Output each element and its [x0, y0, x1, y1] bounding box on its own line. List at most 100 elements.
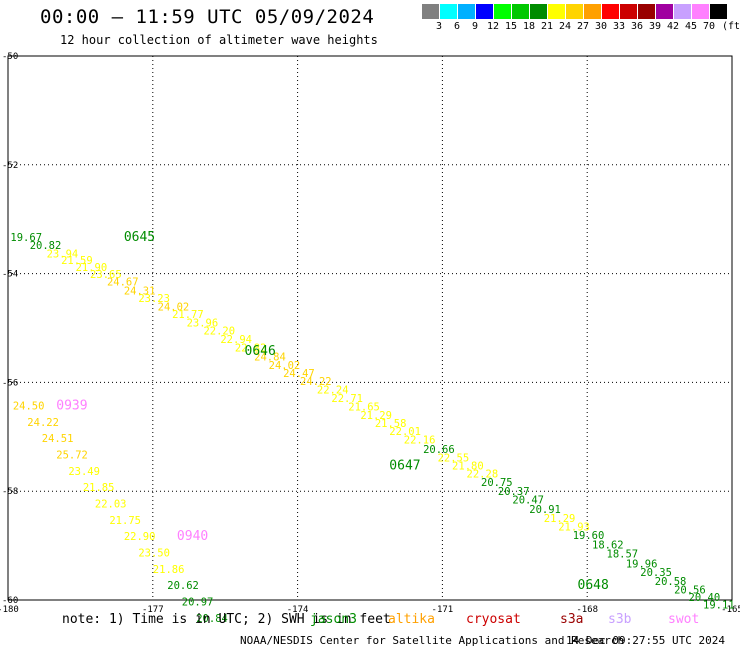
wave-height-value: 22.90: [124, 531, 156, 543]
legend-label: 27: [576, 21, 590, 32]
page-title: 00:00 – 11:59 UTC 05/09/2024: [40, 6, 375, 28]
latitude-tick-label: -54: [2, 270, 18, 280]
legend-label: 18: [522, 21, 536, 32]
legend-swatch: [566, 4, 583, 19]
wave-height-value: 21.93: [558, 521, 590, 533]
satellite-label: s3b: [608, 612, 632, 627]
wave-height-value: 21.80: [452, 460, 484, 472]
wave-height-value: 20.35: [640, 567, 672, 579]
wave-height-value: 21.29: [360, 410, 392, 422]
wave-height-value: 22.94: [220, 334, 252, 346]
pass-time-label: 0939: [56, 399, 87, 414]
legend-label: 39: [648, 21, 662, 32]
legend-swatch: [458, 4, 475, 19]
map-frame: [7, 55, 733, 601]
legend-label: 45: [684, 21, 698, 32]
generated-timestamp: 14 Dec 09:27:55 UTC 2024: [566, 634, 725, 647]
wave-height-value: 24.51: [42, 433, 74, 445]
legend-swatch: [548, 4, 565, 19]
latitude-tick-label: -50: [2, 52, 18, 62]
longitude-tick-label: -180: [0, 605, 19, 615]
wave-height-value: 22.24: [317, 384, 349, 396]
wave-height-value: 21.59: [61, 255, 93, 267]
legend-label: 21: [540, 21, 554, 32]
pass-time-label: 0647: [389, 458, 420, 473]
wave-height-value: 20.91: [529, 504, 561, 516]
wave-height-value: 18.62: [592, 539, 624, 551]
legend-swatch: [638, 4, 655, 19]
legend-swatch: [440, 4, 457, 19]
wave-height-value: 24.47: [283, 368, 315, 380]
legend-swatch: [710, 4, 727, 19]
legend-label: 12: [486, 21, 500, 32]
legend-swatch: [602, 4, 619, 19]
satellite-label: altika: [388, 612, 435, 627]
wave-height-value: 20.75: [481, 477, 513, 489]
wave-height-value: 24.02: [269, 360, 301, 372]
legend-label: 9: [471, 21, 479, 32]
wave-height-value: 20.58: [655, 576, 687, 588]
wave-height-value: 19.67: [10, 232, 42, 244]
wave-height-value: 20.37: [498, 486, 530, 498]
legend-label: 24: [558, 21, 572, 32]
satellite-label: swot: [668, 612, 700, 627]
longitude-tick-label: -168: [576, 605, 598, 615]
latitude-tick-label: -52: [2, 161, 18, 171]
satellite-label: jason3: [310, 612, 357, 627]
wave-height-value: 20.40: [689, 592, 721, 604]
wave-height-value: 21.65: [348, 402, 380, 414]
legend-swatch: [656, 4, 673, 19]
wave-height-value: 23.94: [47, 248, 79, 260]
wave-height-value: 20.97: [182, 596, 214, 608]
wave-height-value: 22.20: [203, 326, 235, 338]
wave-height-value: 24.67: [107, 277, 139, 289]
wave-height-value: 20.56: [674, 584, 706, 596]
legend-swatch: [692, 4, 709, 19]
pass-time-label: 0645: [124, 230, 155, 245]
wave-height-value: 23.65: [90, 269, 122, 281]
legend-label: 70: [702, 21, 716, 32]
units-note: note: 1) Time is in UTC; 2) SWH is in fe…: [62, 612, 391, 627]
wave-height-value: 22.71: [331, 393, 363, 405]
legend-swatch: [620, 4, 637, 19]
legend-swatch: [530, 4, 547, 19]
legend-label: 36: [630, 21, 644, 32]
legend-label: 33: [612, 21, 626, 32]
legend-unit: (ft): [722, 21, 740, 32]
wave-height-value: 22.16: [404, 434, 436, 446]
wave-height-value: 20.66: [423, 444, 455, 456]
wave-height-value: 19.11: [703, 600, 735, 612]
pass-time-label: 0646: [245, 344, 276, 359]
legend-swatch: [422, 4, 439, 19]
page-subtitle: 12 hour collection of altimeter wave hei…: [60, 33, 378, 47]
wave-height-value: 20.47: [512, 495, 544, 507]
longitude-tick-label: -171: [432, 605, 454, 615]
wave-height-value: 21.86: [153, 564, 185, 576]
wave-height-value: 24.31: [124, 285, 156, 297]
legend-swatch: [494, 4, 511, 19]
latitude-tick-label: -56: [2, 378, 18, 388]
wave-height-value: 24.50: [13, 401, 45, 413]
wave-height-value: 22.28: [467, 469, 499, 481]
longitude-tick-label: -177: [142, 605, 164, 615]
latitude-tick-label: -60: [2, 596, 18, 606]
legend-swatch: [674, 4, 691, 19]
satellite-label: s3a: [560, 612, 584, 627]
legend-label: 30: [594, 21, 608, 32]
pass-time-label: 0940: [177, 529, 208, 544]
wave-height-value: 19.96: [626, 558, 658, 570]
wave-height-value: 20.82: [30, 240, 62, 252]
legend-label: 15: [504, 21, 518, 32]
wave-height-value: 20.84: [196, 613, 228, 625]
legend-swatch: [584, 4, 601, 19]
wave-height-value: 21.85: [83, 482, 115, 494]
wave-height-value: 21.29: [544, 513, 576, 525]
wave-height-value: 21.58: [375, 418, 407, 430]
wave-height-value: 24.02: [158, 302, 190, 314]
wave-height-value: 23.23: [138, 293, 170, 305]
wave-height-value: 18.57: [607, 549, 639, 561]
wave-height-value: 19.60: [573, 530, 605, 542]
